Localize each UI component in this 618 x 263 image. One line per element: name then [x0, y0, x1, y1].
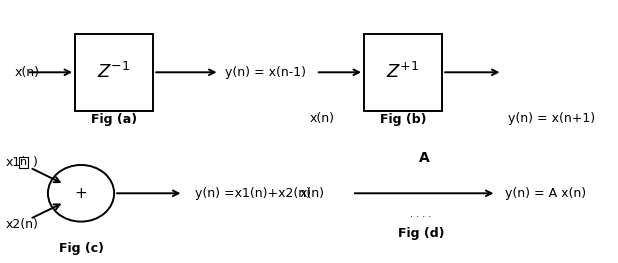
Text: Fig (b): Fig (b)	[380, 113, 426, 126]
FancyBboxPatch shape	[364, 34, 442, 111]
Text: $Z^{-1}$: $Z^{-1}$	[98, 62, 131, 82]
Ellipse shape	[48, 165, 114, 222]
Text: x1(: x1(	[6, 156, 26, 169]
Text: A: A	[419, 151, 430, 165]
Text: x(n): x(n)	[300, 187, 325, 200]
Text: x(n): x(n)	[15, 66, 40, 79]
Text: y(n) = A x(n): y(n) = A x(n)	[506, 187, 586, 200]
Text: ): )	[33, 156, 38, 169]
Text: Fig (d): Fig (d)	[398, 227, 444, 240]
Text: n: n	[20, 157, 27, 167]
Text: x2(n): x2(n)	[6, 218, 39, 231]
Text: Fig (a): Fig (a)	[91, 113, 137, 126]
Text: +: +	[75, 186, 87, 201]
Text: y(n) = x(n+1): y(n) = x(n+1)	[509, 112, 596, 125]
Text: $Z^{+1}$: $Z^{+1}$	[386, 62, 420, 82]
Text: y(n) =x1(n)+x2(n): y(n) =x1(n)+x2(n)	[195, 187, 311, 200]
Text: Fig (c): Fig (c)	[59, 242, 104, 255]
Text: . . . .: . . . .	[410, 209, 432, 219]
Text: x(n): x(n)	[310, 112, 335, 125]
FancyBboxPatch shape	[75, 34, 153, 111]
Text: y(n) = x(n-1): y(n) = x(n-1)	[226, 66, 307, 79]
